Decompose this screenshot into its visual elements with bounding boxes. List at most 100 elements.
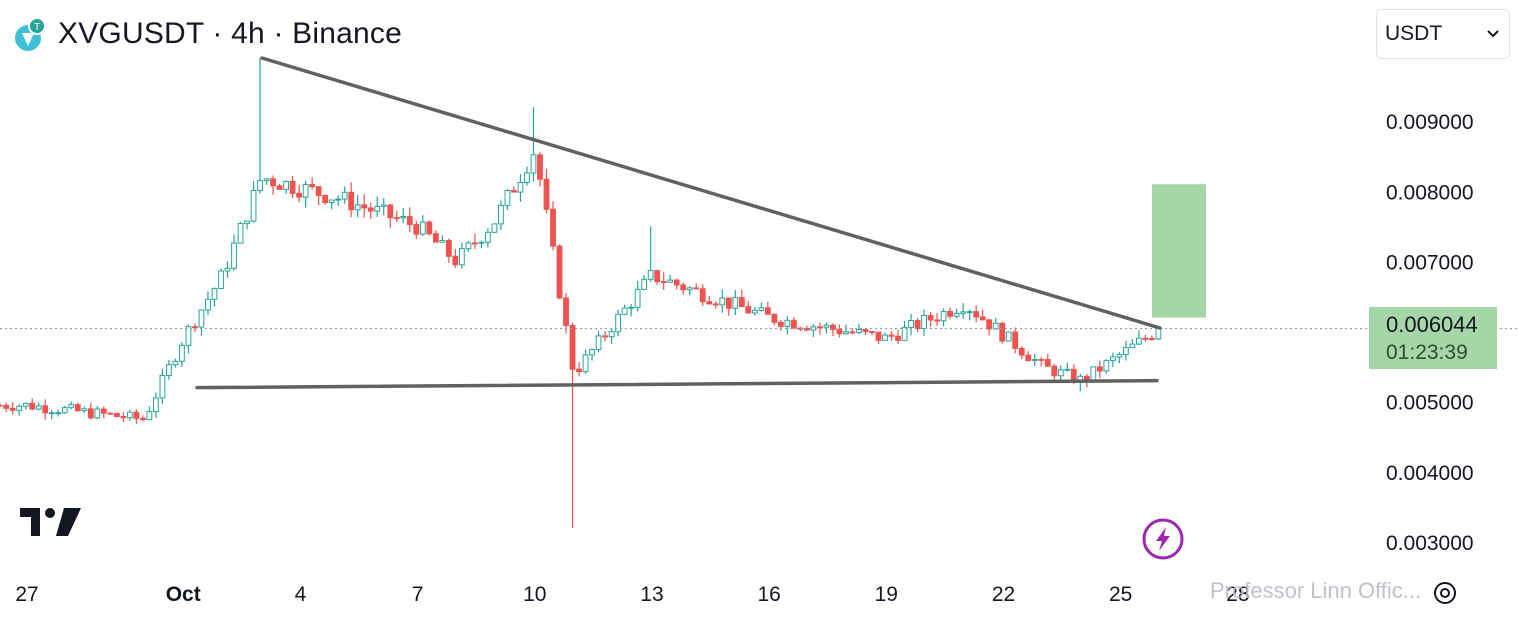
candle [856,323,862,335]
candle-body [100,408,107,414]
candle-body [719,297,726,306]
candle [595,330,602,353]
candle [777,320,784,331]
candle-body [276,185,283,190]
settings-gear-icon[interactable] [1430,578,1460,613]
candle-body [999,322,1006,342]
candle [302,180,309,208]
candle-body [621,307,628,315]
candle-body [452,255,459,266]
candle [276,183,283,190]
candle [634,280,641,312]
candle-body [1116,354,1123,358]
target-zone-box [1152,184,1206,318]
candle [237,221,244,244]
candle-body [595,335,602,351]
candle [621,304,628,316]
candle [81,406,88,414]
candle [218,268,224,290]
candle [849,328,856,335]
x-tick-label: 7 [412,583,424,606]
y-tick-label: 0.005000 [1386,392,1474,415]
candle [550,201,556,251]
candle [244,220,250,230]
candle-body [289,180,296,194]
candle [719,289,726,313]
candle-body [563,297,569,326]
candle [68,401,75,410]
candle-body [921,314,927,330]
candle-body [361,204,368,209]
candle-body [751,309,758,314]
candle [328,199,335,210]
candle-body [738,297,745,308]
candle-body [419,221,426,235]
currency-select[interactable]: USDT [1376,9,1510,59]
candle [289,176,296,199]
trendline-upper [260,56,1162,330]
trendline-lower [195,378,1159,390]
candle-body [283,180,289,190]
candle [471,233,478,250]
candle-body [634,288,641,308]
candle-body [139,417,146,421]
candle [485,228,491,248]
candle [315,185,322,206]
candle-body [74,404,81,412]
candle [771,313,778,326]
candle [159,368,166,405]
x-tick-label: 10 [523,583,546,606]
candle-body [608,331,615,338]
candle [61,405,68,414]
x-tick-label: 4 [295,583,307,606]
lightning-bolt-icon[interactable] [1142,518,1184,565]
candle [960,303,967,319]
candle-body [55,412,62,415]
candle [419,215,426,236]
candle-body [875,331,882,341]
candle [146,406,153,421]
candle-body [764,307,771,315]
page-title: XVGUSDT · 4h · Binance [58,17,402,50]
candle [790,317,797,329]
tradingview-logo-icon[interactable] [20,504,82,543]
candle-body [348,191,355,211]
candle [511,186,517,193]
candle [563,293,569,334]
candle [706,296,713,305]
y-tick-label: 0.008000 [1386,181,1474,204]
candle-body [159,374,166,399]
candle [764,301,771,315]
candle [491,223,498,233]
current-price-badge: 0.006044 01:23:39 [1369,307,1497,369]
candle-body [87,408,94,419]
candle [367,202,374,219]
candle [354,194,361,218]
candle [914,317,921,332]
candle-body [491,223,498,233]
candle-body [654,270,661,283]
candle [628,303,635,317]
candle-body [843,331,849,335]
candle-body [380,204,387,207]
candle-body [302,183,309,198]
y-tick-label: 0.003000 [1386,532,1474,555]
currency-select-value: USDT [1385,22,1443,45]
candle-body [322,194,329,204]
candle [569,322,576,528]
candle [908,313,914,336]
candle [504,189,511,210]
candle-body [934,319,940,322]
candle [1129,339,1136,349]
candle [55,409,62,417]
candle-body [42,405,49,414]
candle [270,175,276,195]
candle [823,322,830,334]
chart-header: T XVGUSDT · 4h · Binance [12,12,402,56]
candle [250,181,257,223]
candle-body [263,178,270,182]
x-tick-label: 13 [640,583,663,606]
candle-body [1122,347,1129,356]
candle [120,411,127,423]
